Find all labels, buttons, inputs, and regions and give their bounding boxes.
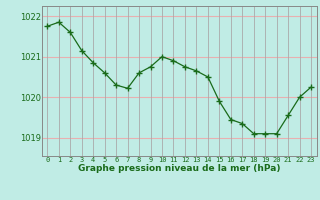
X-axis label: Graphe pression niveau de la mer (hPa): Graphe pression niveau de la mer (hPa) bbox=[78, 164, 280, 173]
